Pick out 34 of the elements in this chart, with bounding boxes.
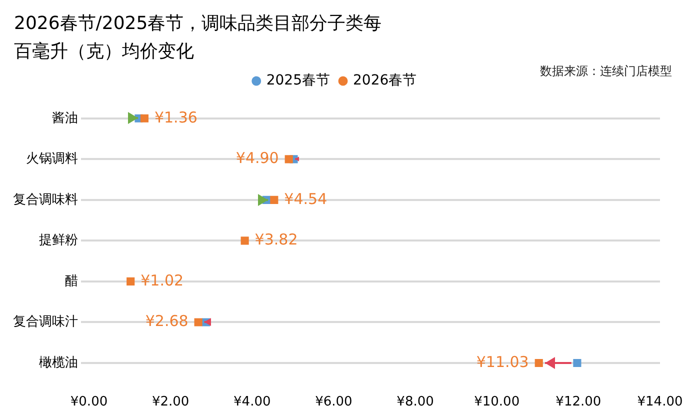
y-tick-label: 复合调味汁 <box>13 314 78 330</box>
y-tick-label: 橄榄油 <box>39 355 78 370</box>
x-tick-label: ¥2.00 <box>152 394 190 410</box>
x-tick-label: ¥12.00 <box>556 394 602 410</box>
x-tick-label: ¥6.00 <box>315 394 352 410</box>
x-tick-label: ¥4.00 <box>234 394 271 410</box>
x-tick-label: ¥10.00 <box>474 394 520 410</box>
x-tick-label: ¥14.00 <box>637 394 683 410</box>
point <box>534 358 543 368</box>
data-label: ¥2.68 <box>145 312 188 330</box>
chart-title: 2026春节/2025春节，调味品类目部分子类每百毫升（克）均价变化 <box>14 12 383 64</box>
point <box>240 236 249 245</box>
legend-label: 2025春节 <box>266 72 330 89</box>
data-label: ¥1.02 <box>140 271 184 290</box>
data-label: ¥4.54 <box>284 190 328 208</box>
y-tick-label: 复合调味料 <box>13 192 78 208</box>
point <box>140 114 149 122</box>
data-label: ¥11.03 <box>476 352 529 371</box>
point <box>194 318 202 326</box>
y-tick-label: 提鲜粉 <box>39 233 78 248</box>
y-tick-label: 火锅调料 <box>26 152 78 167</box>
x-tick-label: ¥8.00 <box>396 394 434 410</box>
legend-label: 2026春节 <box>353 72 417 89</box>
point <box>126 277 135 286</box>
y-tick-label: 醋 <box>65 274 78 289</box>
data-label: ¥1.36 <box>154 108 198 126</box>
data-label: ¥3.82 <box>254 230 298 249</box>
x-tick-label: ¥0.00 <box>70 394 108 410</box>
y-tick-label: 酱油 <box>52 110 78 126</box>
point <box>270 196 278 204</box>
point <box>573 358 582 368</box>
point <box>284 155 293 164</box>
data-label: ¥4.90 <box>236 149 279 168</box>
source-note: 数据来源：连续门店模型 <box>539 63 672 80</box>
